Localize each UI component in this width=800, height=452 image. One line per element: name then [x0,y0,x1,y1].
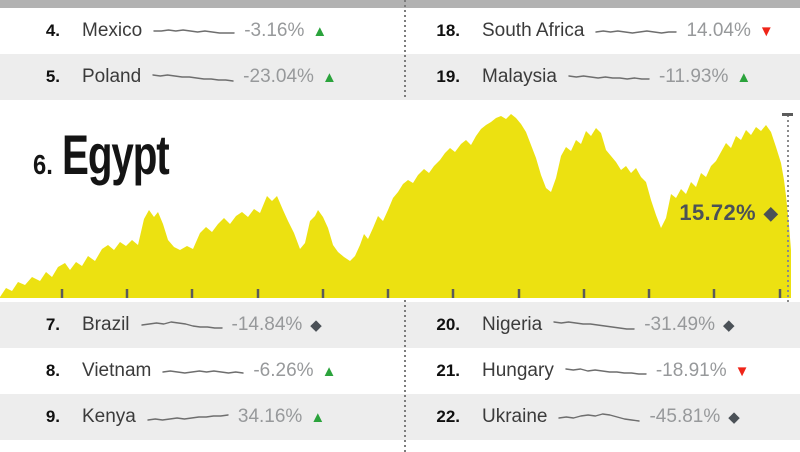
rank-label: 8. [45,361,60,380]
list-item[interactable]: 5. Poland -23.04% ▲ [0,54,400,100]
rank-label: 21. [436,361,460,380]
ranking-column-left: 7. Brazil -14.84% ◆ 8. Vietnam -6.26% ▲ … [0,302,400,440]
list-item[interactable]: 4. Mexico -3.16% ▲ [0,8,400,54]
country-name: Mexico [82,20,143,41]
change-percent: -14.84% [231,314,303,335]
up-triangle-icon: ▲ [321,68,337,86]
list-item[interactable]: 18. South Africa 14.04% ▼ [400,8,800,54]
diamond-icon: ◆ [763,203,778,223]
featured-change-percent: 15.72% [679,200,756,225]
sparkline [162,370,245,374]
up-triangle-icon: ▲ [736,68,752,86]
up-triangle-icon: ▲ [310,408,326,426]
egypt-area-chart [0,114,791,298]
ranking-column-right: 20. Nigeria -31.49% ◆ 21. Hungary -18.91… [400,302,800,440]
change-percent: -18.91% [655,360,727,381]
change-percent: -3.16% [244,20,305,41]
sparkline [558,413,641,422]
column-divider-top [404,0,406,100]
ranking-list-top: 4. Mexico -3.16% ▲ 5. Poland -23.04% ▲ 1… [0,8,800,100]
rank-label: 20. [436,315,460,334]
area-series [0,114,791,298]
ranking-column-right: 18. South Africa 14.04% ▼ 19. Malaysia -… [400,8,800,100]
ranking-list-bottom: 7. Brazil -14.84% ◆ 8. Vietnam -6.26% ▲ … [0,302,800,440]
sparkline [553,321,635,330]
change-percent: 14.04% [686,20,751,41]
rank-label: 22. [436,407,460,426]
rank-label: 4. [45,21,60,40]
diamond-icon: ◆ [728,408,740,426]
rank-label: 5. [45,67,60,86]
down-triangle-icon: ▼ [758,22,774,40]
sparkline [568,75,650,80]
change-percent: -45.81% [649,406,721,427]
sparkline [152,74,234,82]
up-triangle-icon: ▲ [312,22,328,40]
sparkline [153,29,235,34]
country-name: Nigeria [482,314,543,335]
rank-label: 9. [45,407,60,426]
featured-rank: 6. [33,149,53,180]
change-percent: -6.26% [253,360,314,381]
rank-label: 7. [45,315,60,334]
list-item[interactable]: 20. Nigeria -31.49% ◆ [400,302,800,348]
featured-country-section: 6. Egypt 15.72% ◆ [0,100,800,306]
sparkline [565,368,647,375]
diamond-icon: ◆ [310,316,322,334]
list-item[interactable]: 7. Brazil -14.84% ◆ [0,302,400,348]
country-name: Malaysia [482,66,557,87]
country-name: Ukraine [482,406,548,427]
country-name: Poland [82,66,142,87]
featured-country-title: 6. Egypt [33,122,210,187]
diamond-icon: ◆ [722,316,735,334]
top-edge-bar [0,0,800,8]
sparkline [595,30,678,34]
list-item[interactable]: 22. Ukraine -45.81% ◆ [400,394,800,440]
rank-label: 19. [436,67,460,86]
rank-label: 18. [436,21,460,40]
country-name: Kenya [82,406,136,427]
list-item[interactable]: 19. Malaysia -11.93% ▲ [400,54,800,100]
country-name: Vietnam [82,360,152,381]
list-item[interactable]: 8. Vietnam -6.26% ▲ [0,348,400,394]
change-percent: -11.93% [658,66,729,87]
sparkline [147,414,229,421]
change-percent: -23.04% [243,66,314,87]
chart-right-ruler [782,113,793,306]
change-percent: 34.16% [237,406,303,427]
featured-country-name: Egypt [62,123,170,186]
featured-change-label: 15.72% ◆ [679,200,778,226]
up-triangle-icon: ▲ [321,362,337,380]
country-name: South Africa [482,20,585,41]
country-name: Hungary [482,360,554,381]
sparkline [140,321,223,329]
list-item[interactable]: 9. Kenya 34.16% ▲ [0,394,400,440]
ranking-column-left: 4. Mexico -3.16% ▲ 5. Poland -23.04% ▲ [0,8,400,100]
down-triangle-icon: ▼ [734,362,750,380]
change-percent: -31.49% [644,314,715,335]
list-item[interactable]: 21. Hungary -18.91% ▼ [400,348,800,394]
column-divider-bottom [404,300,406,452]
x-axis-ticks [60,289,782,298]
country-name: Brazil [82,314,130,335]
